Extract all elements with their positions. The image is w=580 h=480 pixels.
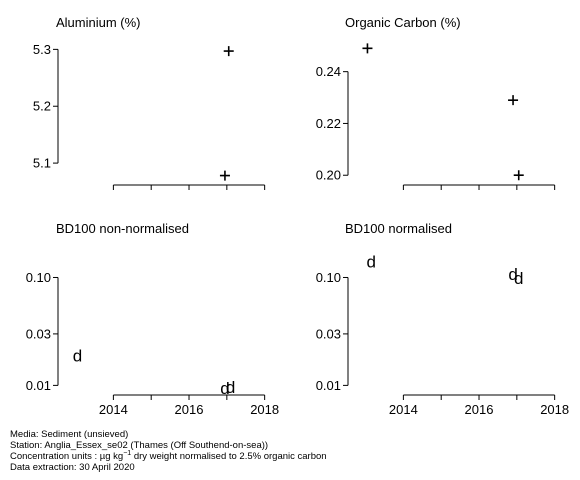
panel-3-x-tick-label: 2016 xyxy=(175,402,204,417)
panel-2-data-point xyxy=(513,170,524,181)
panel-4-x-tick-label: 2018 xyxy=(540,402,569,417)
panel-1-data-point xyxy=(219,170,230,181)
panel-3-x-tick-label: 2014 xyxy=(99,402,128,417)
panel-1-y-tick-label: 5.3 xyxy=(33,42,51,57)
panel-1-y-tick-label: 5.2 xyxy=(33,99,51,114)
chart-footer: Media: Sediment (unsieved) Station: Angl… xyxy=(10,429,327,473)
panel-3-data-point: d xyxy=(226,378,235,397)
footer-units-prefix: Concentration units : µg kg xyxy=(10,451,124,462)
panel-3-y-tick-label: 0.10 xyxy=(26,270,51,285)
panel-2-y-tick-label: 0.22 xyxy=(316,116,341,131)
panel-4-data-point: d xyxy=(508,265,517,284)
panel-2-y-tick-label: 0.24 xyxy=(316,64,341,79)
panel-4-title: BD100 normalised xyxy=(345,221,452,236)
panel-2-y-tick-label: 0.20 xyxy=(316,168,341,183)
panel-2-data-point xyxy=(362,43,373,54)
footer-units: Concentration units : µg kg−1 dry weight… xyxy=(10,449,327,462)
panel-1-y-tick-label: 5.1 xyxy=(33,156,51,171)
panel-1-data-point xyxy=(223,46,234,57)
footer-units-exponent: −1 xyxy=(123,449,132,457)
panel-4-y-tick-label: 0.01 xyxy=(316,378,341,393)
footer-extraction: Data extraction: 30 April 2020 xyxy=(10,462,135,473)
panel-2-data-point xyxy=(508,95,519,106)
panel-4-y-tick-label: 0.03 xyxy=(316,326,341,341)
panel-3-data-point: d xyxy=(73,346,82,365)
panel-1-title: Aluminium (%) xyxy=(56,15,141,30)
panel-4-x-tick-label: 2014 xyxy=(389,402,418,417)
footer-units-suffix: dry weight normalised to 2.5% organic ca… xyxy=(131,451,327,462)
panel-3-x-tick-label: 2018 xyxy=(250,402,279,417)
panel-4-y-tick-label: 0.10 xyxy=(316,270,341,285)
panel-3-data-point: d xyxy=(220,379,229,398)
footer-media: Media: Sediment (unsieved) xyxy=(10,429,129,440)
panel-3-y-tick-label: 0.03 xyxy=(26,326,51,341)
panel-2-title: Organic Carbon (%) xyxy=(345,15,461,30)
panel-4-x-tick-label: 2016 xyxy=(465,402,494,417)
panel-4-data-point: d xyxy=(514,269,523,288)
panel-3-title: BD100 non-normalised xyxy=(56,221,189,236)
footer-station: Station: Anglia_Essex_se02 (Thames (Off … xyxy=(10,440,269,451)
panel-3-y-tick-label: 0.01 xyxy=(26,378,51,393)
panel-4-data-point: d xyxy=(367,253,376,272)
